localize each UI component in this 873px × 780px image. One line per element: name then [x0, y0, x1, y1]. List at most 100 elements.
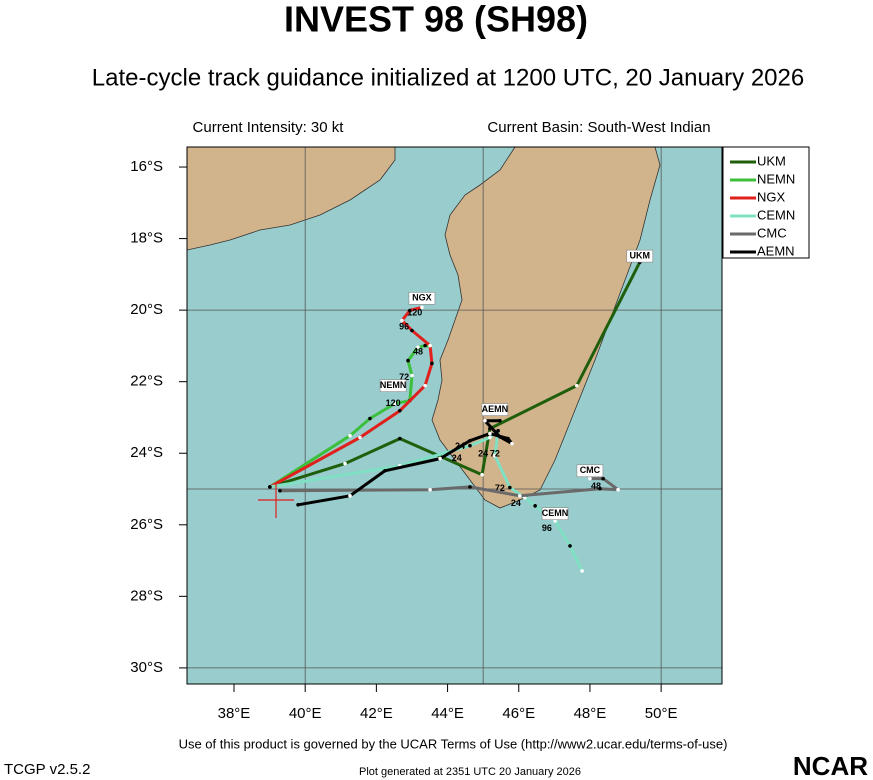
time-label: 96	[542, 523, 552, 533]
subtitle: Late-cycle track guidance initialized at…	[92, 64, 804, 91]
time-label: 120	[386, 398, 401, 408]
x-tick-label: 46°E	[502, 705, 535, 722]
track-tag-box	[626, 249, 654, 263]
time-label: 72	[399, 372, 409, 382]
madagascar	[431, 147, 661, 509]
track-point	[533, 504, 537, 508]
track-point	[506, 436, 510, 441]
track-point	[348, 433, 352, 438]
track-tag: CEMN	[542, 508, 569, 518]
track-point	[601, 476, 605, 481]
intensity: Current Intensity: 30 kt	[193, 119, 345, 136]
track-point	[398, 436, 402, 441]
legend-label: UKM	[757, 153, 786, 168]
track-point	[518, 494, 522, 498]
track-point	[510, 441, 514, 446]
legend-label: CMC	[757, 225, 787, 240]
track-point	[278, 489, 282, 493]
y-tick-label: 28°S	[130, 587, 163, 604]
x-tick-label: 42°E	[360, 705, 393, 722]
y-tick-label: 24°S	[130, 444, 163, 461]
basin: Current Basin: South-West Indian	[487, 119, 710, 136]
track-point	[480, 472, 484, 477]
track-point	[410, 373, 414, 378]
track-point	[398, 408, 402, 413]
track-tag: AEMN	[482, 404, 509, 414]
y-tick-label: 18°S	[130, 230, 163, 247]
legend-label: CEMN	[757, 207, 795, 222]
track-tag: CMC	[580, 465, 601, 475]
time-label: 96	[399, 322, 409, 332]
track-point	[616, 487, 620, 492]
title: INVEST 98 (SH98)	[284, 0, 588, 40]
map-frame	[186, 146, 723, 685]
track-point	[574, 383, 579, 388]
y-tick-label: 22°S	[130, 373, 163, 390]
land	[187, 147, 661, 509]
track-point	[423, 383, 427, 388]
track-point	[588, 476, 592, 481]
track-tag-box	[408, 292, 436, 305]
track-point	[468, 438, 472, 443]
track-point	[498, 418, 502, 423]
grid	[187, 147, 722, 684]
x-tick-label: 48°E	[574, 705, 607, 722]
x-tick-label: 50°E	[645, 705, 678, 722]
time-label: 24	[452, 453, 462, 463]
track-tag: UKM	[630, 250, 651, 260]
track-tag-box	[481, 403, 509, 416]
track-point	[580, 569, 584, 573]
legend: UKM NEMN NGX CEMN CMC AEMN	[722, 146, 810, 259]
track-point	[468, 443, 472, 448]
footer: Use of this product is governed by the U…	[179, 736, 728, 751]
track-tag: NGX	[412, 293, 432, 303]
track-point	[420, 305, 424, 310]
track-point	[488, 435, 492, 440]
track	[269, 344, 431, 489]
track	[279, 477, 620, 498]
time-label: 24	[455, 441, 465, 451]
legend-label: AEMN	[757, 243, 795, 258]
track-point	[493, 453, 497, 458]
track-point	[430, 361, 434, 366]
tracks: UKM 72 120 48 NEMN 120 96 NGX 96 72 CEMN 48 CMC 24 24 2…	[268, 249, 654, 573]
legend-label: NGX	[757, 189, 786, 204]
time-label: 48	[591, 481, 601, 491]
track-tag-box	[541, 507, 569, 521]
track-tag-box	[379, 379, 407, 392]
track-point	[483, 418, 487, 423]
y-tick-label: 20°S	[130, 301, 163, 318]
version: TCGP v2.5.2	[4, 761, 90, 778]
axes: 38°E 40°E 42°E 44°E 46°E 48°E 50°E 16°S 18°S 20°S…	[130, 158, 677, 722]
track-point	[568, 544, 572, 548]
track-point	[268, 485, 272, 489]
x-tick-label: 40°E	[289, 705, 322, 722]
track-point	[598, 486, 602, 491]
track-point	[428, 343, 432, 348]
track-point	[488, 431, 492, 436]
track-point	[410, 328, 414, 333]
time-label: 48	[413, 347, 423, 357]
x-tick-label: 38°E	[218, 705, 251, 722]
track-point	[393, 401, 397, 406]
track	[269, 305, 434, 489]
track-point	[408, 308, 412, 313]
track-point	[348, 494, 352, 498]
y-tick-label: 26°S	[130, 516, 163, 533]
track-tag-box	[576, 464, 604, 478]
track-point	[383, 468, 387, 473]
generated: Plot generated at 2351 UTC 20 January 20…	[359, 766, 581, 778]
track-point	[400, 318, 404, 323]
track-point	[468, 485, 472, 489]
time-label: 72	[495, 483, 505, 493]
track-point	[428, 487, 432, 492]
track-point	[438, 456, 442, 461]
logo: NCAR	[793, 751, 868, 780]
track-point	[368, 416, 372, 421]
track-point	[296, 502, 300, 507]
track-point	[498, 434, 502, 439]
track-point	[406, 358, 410, 363]
track-point	[423, 343, 427, 348]
